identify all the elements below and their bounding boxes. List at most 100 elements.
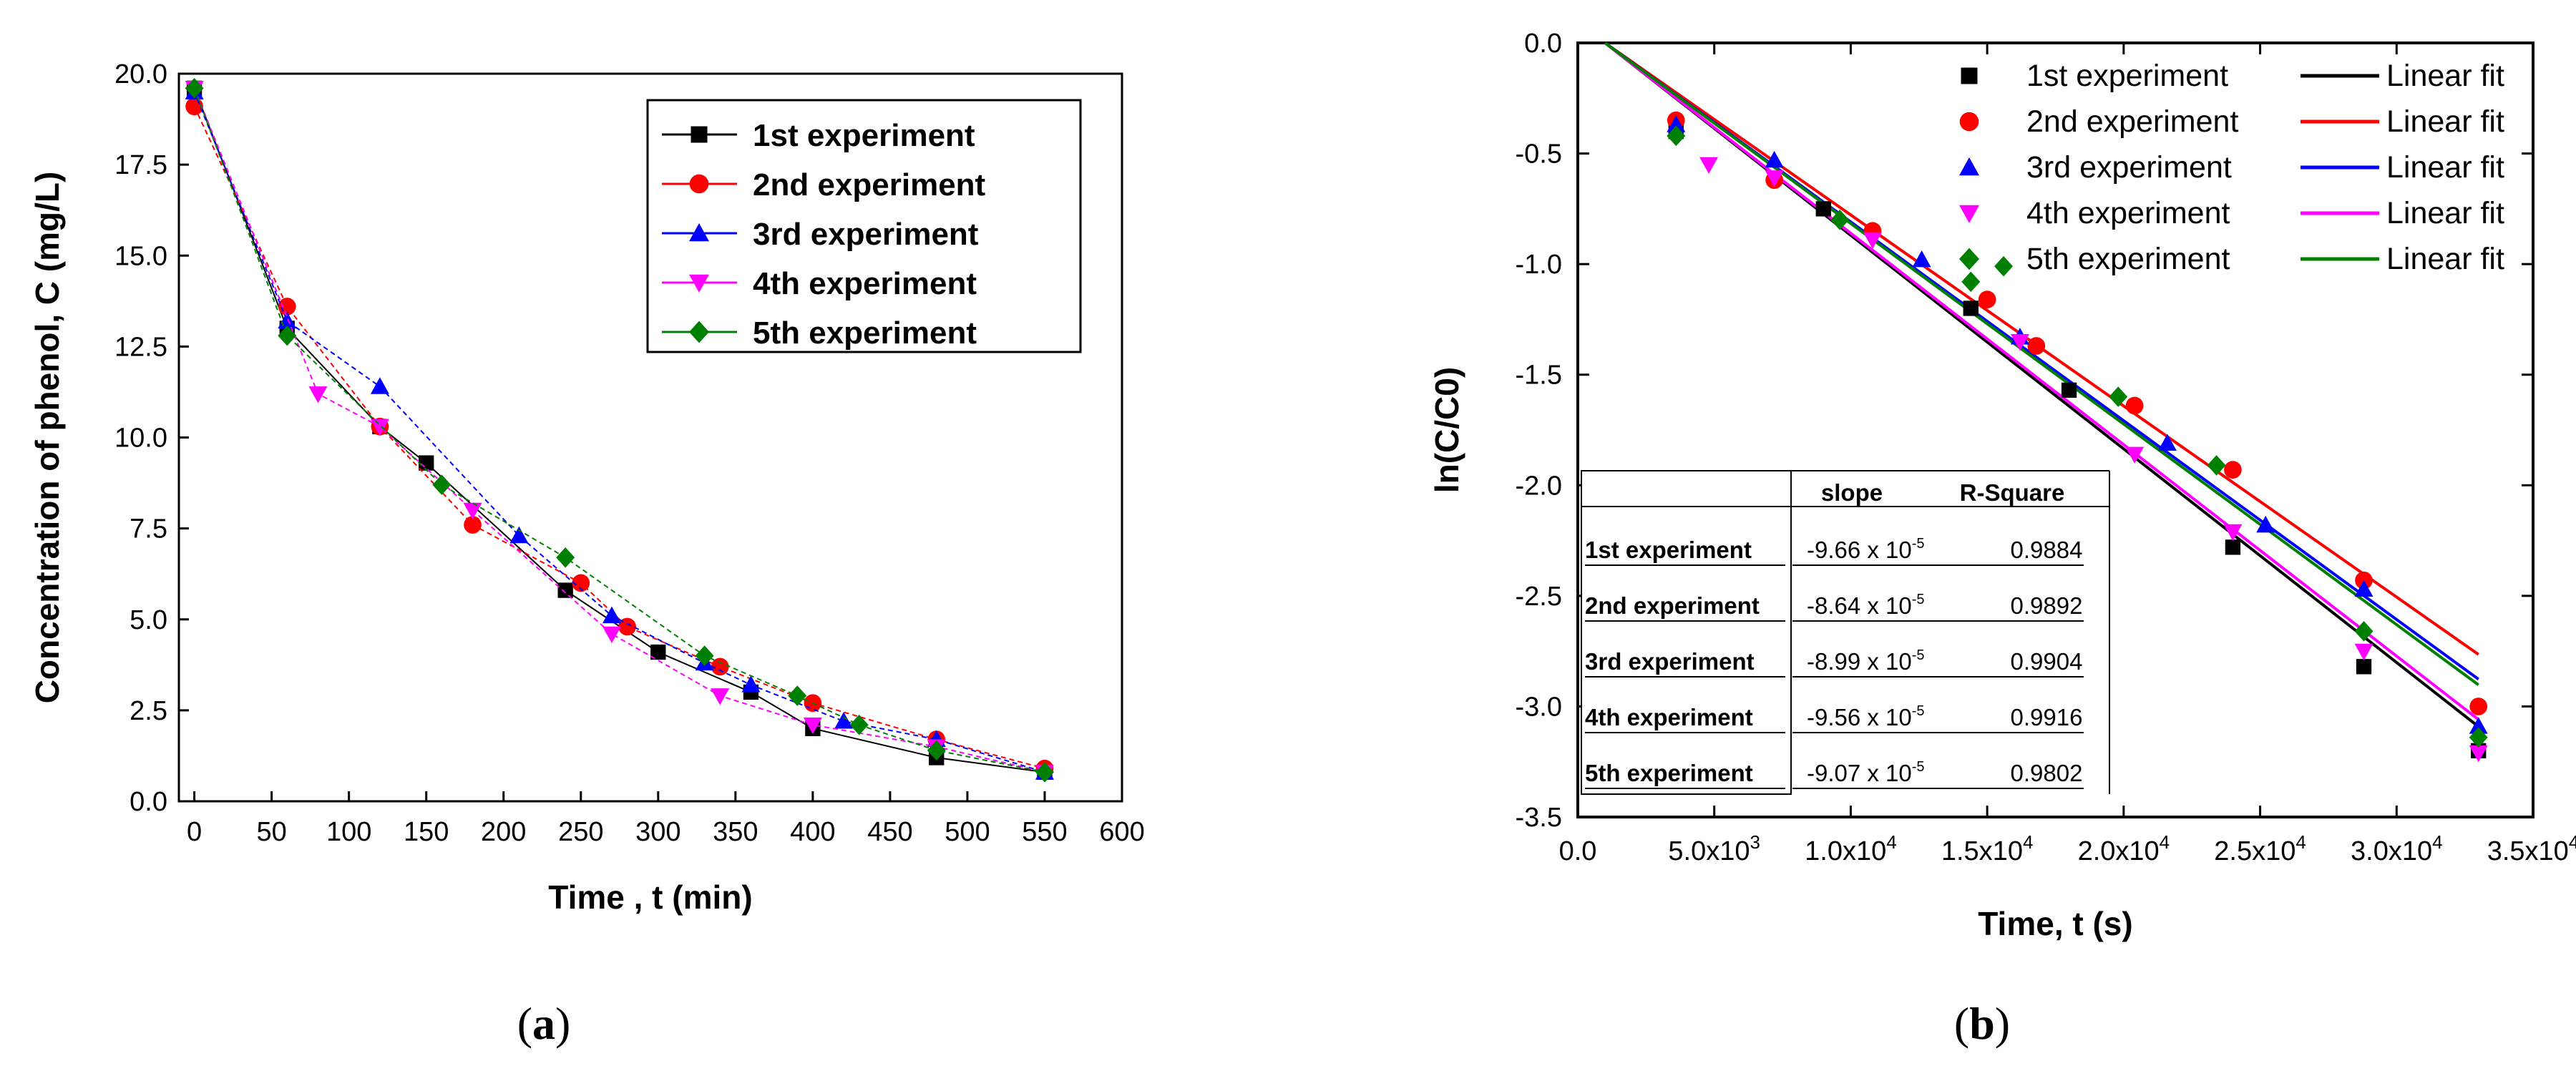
panel-label-b: (b) [1954, 998, 2010, 1049]
x-tick-base-b: 1.0x10 [1805, 836, 1886, 866]
legend-label-b-2: 2nd experiment [2026, 104, 2238, 139]
legend-fit-label-b-4: Linear fit [2386, 196, 2504, 230]
data-point-a-5 [278, 325, 297, 346]
x-tick-label-a: 100 [326, 817, 371, 847]
x-tick-label-a: 600 [1099, 817, 1144, 847]
data-point-a-2 [464, 516, 482, 534]
data-point-b-5 [2109, 386, 2128, 407]
plot-frame-b [1576, 41, 2534, 818]
x-axis-title-a: Time , t (min) [548, 879, 752, 916]
y-tick-label-b: -3.5 [1516, 803, 1562, 833]
data-point-a-4 [308, 386, 328, 404]
data-point-b-3 [2354, 579, 2373, 597]
x-tick-label-b: 2.5x104 [2214, 831, 2306, 866]
legend-label-b-3: 3rd experiment [2026, 150, 2232, 185]
legend-marker-a-5 [689, 321, 709, 343]
data-point-a-3 [834, 712, 854, 729]
x-tick-label-a: 550 [1022, 817, 1067, 847]
table-header-slope: slope [1821, 479, 1883, 506]
table-row-rsquare: 0.9802 [2011, 760, 2083, 786]
series-line-a-2 [193, 106, 1045, 770]
data-point-a-4 [803, 717, 822, 735]
x-tick-exponent-b: 4 [1886, 831, 1896, 853]
fit-line-b-4 [1604, 41, 2479, 721]
data-point-b-3 [1765, 150, 1784, 168]
data-point-b-4 [2125, 446, 2145, 464]
data-point-a-5 [695, 645, 714, 666]
data-point-a-5 [185, 78, 204, 99]
data-point-a-3 [370, 377, 389, 394]
data-point-b-4 [2223, 524, 2243, 542]
x-tick-base-b: 3.0x10 [2351, 836, 2432, 866]
data-point-b-4 [2469, 745, 2488, 763]
legend-label-a-1: 1st experiment [753, 118, 975, 153]
x-tick-label-b: 1.0x104 [1805, 831, 1897, 866]
x-tick-label-a: 0 [187, 817, 202, 847]
data-point-a-5 [556, 547, 575, 568]
legend-label-b-4: 4th experiment [2026, 196, 2230, 230]
table-row-slope: -8.64 x 10-5 [1807, 592, 1925, 619]
data-point-a-4 [711, 688, 730, 705]
legend-label-a-4: 4th experiment [753, 266, 977, 301]
x-tick-label-a: 300 [635, 817, 680, 847]
table-slope-base: -9.66 x 10 [1807, 537, 1912, 563]
table-row-rsquare: 0.9892 [2011, 592, 2083, 619]
legend-marker-a-4 [689, 274, 709, 293]
data-point-b-1 [1815, 201, 1831, 217]
x-tick-label-b: 1.5x104 [1941, 831, 2034, 866]
x-tick-label-a: 350 [713, 817, 758, 847]
data-point-a-1 [650, 644, 666, 660]
table-row-label: 1st experiment [1585, 537, 1752, 563]
table-row-rsquare: 0.9884 [2011, 537, 2083, 563]
legend-marker-a-2 [689, 174, 709, 194]
y-tick-label-a: 20.0 [114, 59, 167, 89]
x-tick-exponent-b: 4 [2023, 831, 2033, 853]
table-row-label: 4th experiment [1585, 704, 1753, 730]
x-tick-base-b: 2.5x10 [2214, 836, 2296, 866]
chart-b: 0.0 5.0x103 1.0x104 1.5x104 2.0x104 2.5x104 3.… [1428, 29, 2576, 942]
table-row-label: 5th experiment [1585, 760, 1753, 786]
data-point-b-1 [1963, 300, 1979, 316]
data-point-b-2 [2027, 337, 2046, 355]
table-row-label: 3rd experiment [1585, 648, 1755, 675]
legend-label-a-5: 5th experiment [753, 316, 977, 351]
table-label-column [1581, 470, 1792, 795]
table-slope-exponent: -5 [1912, 703, 1925, 719]
x-tick-label-b: 0.0 [1559, 836, 1597, 866]
table-row-slope: -9.66 x 10-5 [1807, 536, 1925, 563]
legend-label-a-2: 2nd experiment [753, 167, 986, 202]
y-tick-label-b: -2.5 [1516, 582, 1562, 612]
data-point-a-5 [849, 714, 869, 735]
data-point-b-4 [1765, 170, 1784, 187]
data-point-a-2 [572, 574, 590, 592]
legend-label-b-5: 5th experiment [2026, 242, 2230, 276]
x-tick-exponent-b: 3 [1750, 831, 1760, 853]
data-point-a-4 [602, 626, 621, 644]
legend-label-b-1: 1st experiment [2026, 59, 2228, 93]
data-point-a-2 [711, 657, 729, 676]
data-point-a-5 [927, 740, 946, 761]
data-point-b-2 [2224, 461, 2242, 479]
data-point-b-5 [2207, 455, 2226, 476]
data-point-a-4 [463, 502, 482, 520]
x-tick-label-a: 150 [404, 817, 449, 847]
data-point-b-2 [2469, 698, 2488, 715]
data-point-a-1 [557, 582, 573, 598]
x-tick-base-b: 1.5x10 [1941, 836, 2023, 866]
data-point-b-1 [2356, 659, 2372, 675]
y-tick-label-a: 2.5 [130, 696, 167, 726]
legend-marker-b-1 [1961, 67, 1978, 84]
data-point-b-2 [1978, 290, 1996, 308]
series-line-a-4 [193, 87, 1045, 773]
legend-marker-b-3 [1959, 157, 1979, 176]
legend-marker-a-1 [691, 126, 708, 143]
y-axis-title-b: ln(C/C0) [1428, 367, 1465, 493]
x-tick-base-b: 5.0x10 [1668, 836, 1750, 866]
x-tick-label-b: 3.0x104 [2351, 831, 2443, 866]
x-tick-base-b: 0.0 [1559, 836, 1597, 866]
table-slope-base: -9.56 x 10 [1807, 704, 1912, 730]
fit-line-b-5 [1604, 41, 2479, 686]
x-tick-exponent-b: 4 [2569, 831, 2576, 853]
data-point-b-3 [2469, 717, 2488, 734]
chart-a: 0 50 100 150 200 250 300 350 400 450 500 550 600 0.0 2… [29, 59, 1145, 916]
